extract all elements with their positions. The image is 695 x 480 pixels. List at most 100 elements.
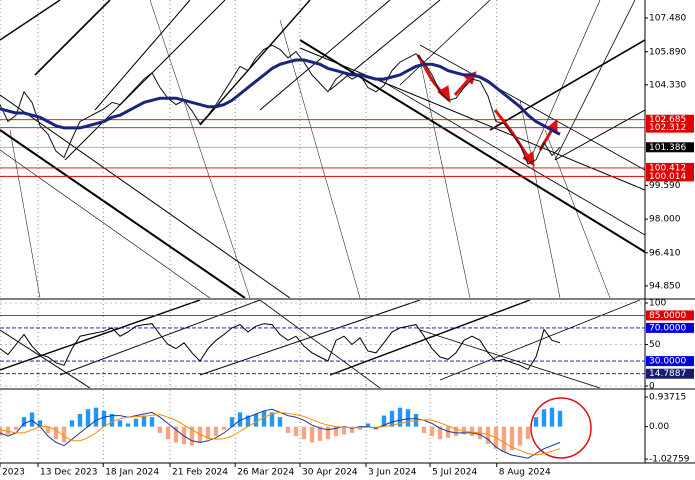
y-tick-label: 94.850	[649, 281, 681, 291]
histogram-bar	[533, 417, 539, 427]
histogram-bar	[445, 426, 451, 438]
histogram-bar	[333, 426, 339, 437]
level-label-box	[646, 322, 694, 333]
y-tick-label: 0.93715	[649, 393, 686, 403]
histogram-bar	[397, 407, 403, 427]
level-label: 100.412	[649, 163, 686, 173]
histogram-bar	[205, 426, 211, 440]
x-tick-label: 21 Feb 2024	[172, 468, 228, 478]
histogram-bar	[501, 426, 507, 452]
series-line	[0, 44, 561, 165]
histogram-bar	[325, 426, 331, 440]
histogram-bar	[165, 426, 171, 440]
x-tick-label: 8 Aug 2024	[499, 468, 551, 478]
level-label-box	[646, 122, 694, 133]
level-label-box	[646, 356, 694, 367]
y-tick-label: -1.02759	[649, 455, 690, 465]
histogram-bar	[101, 410, 107, 427]
series-line	[0, 58, 561, 136]
histogram-bar	[53, 426, 59, 440]
level-label: 101.386	[649, 143, 686, 153]
y-tick-label: 104.330	[649, 80, 686, 90]
histogram-bar	[189, 426, 195, 446]
rsi-trend-lines	[0, 300, 641, 388]
plot-area	[0, 300, 645, 388]
histogram-bar	[341, 426, 347, 435]
y-tick-label: 105.890	[649, 47, 686, 57]
histogram-bar	[109, 414, 115, 427]
x-tick-label: 30 Apr 2024	[302, 468, 358, 478]
y-tick-label: 100	[649, 298, 666, 308]
histogram-bar	[141, 415, 147, 427]
histogram-bar	[461, 426, 467, 435]
histogram-bar	[37, 420, 43, 427]
level-label-box	[646, 114, 694, 125]
histogram-bar	[389, 410, 395, 427]
level-label-box	[646, 162, 694, 173]
histogram-bar	[317, 426, 323, 441]
histogram-bar	[405, 409, 411, 427]
histogram-bar	[525, 426, 531, 440]
histogram-bar	[221, 426, 227, 430]
level-label: 102.685	[649, 115, 686, 125]
histogram-bar	[293, 426, 299, 437]
level-label: 70.0000	[649, 323, 686, 333]
plot-area	[0, 390, 563, 462]
level-label: 102.312	[649, 123, 686, 133]
x-tick-label: 18 Jan 2024	[105, 468, 159, 478]
histogram-bar	[45, 426, 51, 433]
histogram-bar	[269, 412, 275, 427]
histogram-bar	[485, 426, 491, 444]
histogram-bar	[381, 415, 387, 427]
histogram-bar	[453, 426, 459, 437]
histogram-bar	[437, 426, 443, 440]
level-label: 14.7887	[649, 369, 686, 379]
histogram-bar	[261, 410, 267, 427]
level-label-box	[646, 142, 694, 153]
histogram-bar	[253, 414, 259, 427]
series-line	[0, 411, 561, 456]
histogram-bar	[61, 426, 67, 443]
histogram-bar	[213, 426, 219, 437]
y-tick-label: 99.590	[649, 181, 681, 191]
histogram-bar	[13, 426, 19, 430]
histogram-bar	[509, 426, 515, 451]
histogram-bar	[229, 417, 235, 427]
plot-area	[0, 0, 645, 298]
y-tick-label: 0.00	[649, 422, 669, 432]
level-label-box	[646, 171, 694, 182]
histogram-bar	[277, 417, 283, 427]
histogram-bar	[85, 409, 91, 427]
histogram-bar	[149, 417, 155, 427]
y-tick-label: 50	[649, 340, 661, 350]
histogram-bar	[93, 407, 99, 427]
y-tick-label: 96.410	[649, 248, 681, 258]
histogram-bar	[77, 414, 83, 427]
histogram-bar	[117, 420, 123, 427]
histogram-bar	[517, 426, 523, 446]
histogram-bar	[133, 418, 139, 427]
histogram-bar	[125, 423, 131, 427]
histogram-bar	[429, 426, 435, 437]
x-tick-label: 5 Jul 2024	[432, 468, 477, 478]
x-tick-label: 2023	[2, 468, 25, 478]
histogram-bar	[349, 426, 355, 433]
y-tick-label: 0	[649, 382, 655, 392]
y-tick-label: 98.000	[649, 215, 681, 225]
x-tick-label: 13 Dec 2023	[40, 468, 98, 478]
histogram-bar	[5, 426, 11, 435]
level-label: 30.0000	[649, 357, 686, 367]
level-label-box	[646, 368, 694, 379]
histogram-bar	[357, 426, 363, 430]
histogram-bar	[245, 415, 251, 427]
histogram-bar	[301, 426, 307, 440]
histogram-bar	[0, 426, 3, 437]
histogram-bar	[157, 426, 163, 433]
histogram-bar	[549, 407, 555, 427]
level-label-box	[646, 310, 694, 321]
histogram-bar	[237, 412, 243, 427]
histogram-bar	[181, 426, 187, 444]
histogram-bar	[285, 426, 291, 433]
